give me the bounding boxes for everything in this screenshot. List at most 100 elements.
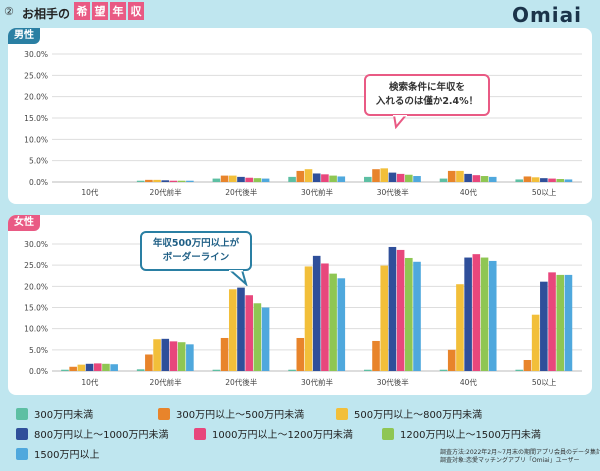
female-bar [153,339,161,371]
female-bar [480,257,489,371]
female-bar [145,354,153,371]
legend-swatch-1 [16,407,28,420]
female-bar [321,263,329,371]
female-chart: 0.0% 5.0% 10.0% 15.0% 20.0% 25.0% 30.0% 10代 20代前… [24,240,582,387]
female-ytick-label: 30.0% [24,240,48,249]
footnote-line1: 調査方法:2022年2月~7月末の期間アプリ会員のデータ集計 [440,449,600,456]
male-bar [245,177,253,182]
female-ytick-label: 15.0% [24,304,48,313]
female-bar [531,314,540,371]
legend-label-1: 300万円未満 [34,410,94,421]
male-ytick-label: 20.0% [24,93,48,102]
female-callout: 年収500万円以上が ボーダーライン [140,231,252,271]
section-title-char-1: 希 [74,2,90,20]
male-ytick-label: 10.0% [24,135,48,144]
female-bar [396,249,405,371]
female-bar [515,369,524,371]
male-callout-line2: 入れるのは僅か2.4%！ [375,96,479,107]
male-bar [396,173,405,182]
female-bar [564,274,573,371]
male-callout-line1: 検索条件に年収を [388,82,465,93]
female-ytick-label: 25.0% [24,261,48,270]
male-chart: 0.0% 5.0% 10.0% 15.0% 20.0% 25.0% 30.0% 10代 20代前… [24,50,582,197]
female-bar [329,273,337,371]
female-bar [93,363,102,371]
male-bar [540,178,548,182]
female-xtick-label: 20代前半 [150,377,183,387]
male-xtick-label: 30代後半 [377,187,410,197]
male-bar [186,180,194,182]
male-bar [472,175,481,182]
female-xtick-label: 20代後半 [225,377,258,387]
male-bar [372,169,380,182]
female-bar [228,289,237,371]
male-bar [464,173,472,182]
brand-logo: Omiai [511,3,582,27]
female-bar [169,341,178,371]
section-title-prefix: お相手の [22,7,71,21]
female-xtick-label: 30代後半 [377,377,410,387]
male-bar [456,170,464,182]
legend-swatch-7 [16,447,28,460]
legend-item-7: 1500万円以上 [16,446,99,461]
male-bar [312,173,321,182]
male-bar [564,179,573,182]
legend-label-2: 300万円以上～500万円未満 [176,410,305,421]
male-xtick-label: 40代 [460,187,478,197]
legend-swatch-6 [382,427,394,440]
male-xtick-label: 20代前半 [150,187,183,197]
footnote-line2: 調査対象:恋愛マッチングアプリ「Omiai」ユーザー [440,457,580,464]
female-bar [220,337,229,371]
female-bar [413,261,421,371]
female-bar [447,349,456,371]
male-ytick-label: 0.0% [29,178,48,187]
male-bar [447,170,456,182]
legend-item-1: 300万円未満 [16,406,93,421]
male-ytick-label: 15.0% [24,114,48,123]
male-bar [304,169,313,182]
female-bar [253,303,262,371]
male-bar [380,168,389,182]
female-bar [61,369,69,371]
male-bar [153,179,161,182]
legend-label-3: 500万円以上～800万円未満 [354,410,483,421]
legend-swatch-2 [158,407,170,420]
male-bar [169,180,178,182]
female-bar [304,266,313,371]
female-panel: 女性 0.0% 5.0% 10.0% 15.0% 20.0% 25.0% 30.0% 10代 2… [8,215,592,395]
female-bar [540,281,548,371]
female-bar [102,363,110,371]
legend-label-5: 1000万円以上～1200万円未満 [212,430,353,441]
legend-label-7: 1500万円以上 [34,450,100,461]
female-bar [488,260,497,371]
section-title-char-4: 収 [128,2,144,20]
female-bar [296,337,305,371]
female-bar [548,272,556,371]
header: ② お相手の 希 望 年 収 Omiai [0,0,600,28]
legend-item-2: 300万円以上～500万円未満 [158,406,304,421]
female-bar [288,369,296,371]
female-bar [237,287,245,371]
female-bar [364,369,372,371]
female-xtick-label: 10代 [81,377,99,387]
male-bar [288,176,296,182]
legend-item-6: 1200万円以上～1500万円未満 [382,426,541,441]
female-bar [388,246,397,371]
male-xtick-label: 30代前半 [301,187,334,197]
male-xtick-label: 10代 [81,187,99,197]
female-panel-tag: 女性 [8,215,40,231]
section-title-char-3: 年 [110,2,126,20]
section-title-char-2: 望 [92,2,108,20]
male-bar [556,179,565,182]
female-xtick-label: 50以上 [532,378,557,387]
male-xtick-label: 50以上 [532,188,557,197]
female-bar [372,340,380,371]
female-bar [312,255,321,371]
male-bar [329,175,337,182]
male-callout: 検索条件に年収を 入れるのは僅か2.4%！ [364,74,490,116]
female-ytick-label: 0.0% [29,367,48,376]
female-callout-line1: 年収500万円以上が [152,238,240,249]
legend-label-4: 800万円以上～1000万円未満 [34,430,169,441]
male-ytick-label: 30.0% [24,50,48,59]
male-bar [177,180,186,182]
